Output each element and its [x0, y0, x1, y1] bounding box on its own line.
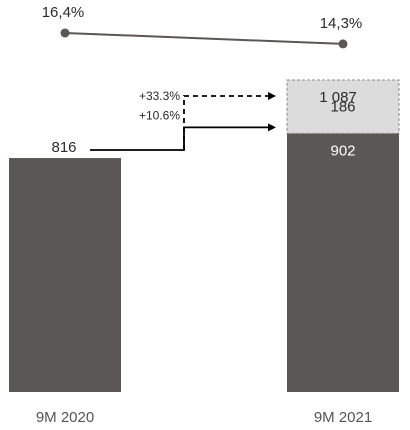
growth-arrow-total-head [268, 92, 276, 100]
bars-layer [9, 79, 400, 392]
margin-point-0 [60, 28, 70, 38]
growth-annotation-base: +10.6% [139, 108, 180, 122]
arrows-layer [90, 92, 276, 151]
bar-label-9m-2020: 816 [51, 139, 76, 156]
bar-label-9m-2021-stacked: 186 [330, 99, 355, 116]
bar-label-9m-2021-base: 902 [330, 142, 355, 159]
x-tick-label-9m-2021: 9M 2021 [314, 409, 372, 426]
bar-base-0 [9, 158, 121, 392]
growth-annotation-total: +33.3% [139, 89, 180, 103]
line-label-9m-2021: 14,3% [320, 15, 363, 32]
x-tick-label-9m-2020: 9M 2020 [36, 409, 94, 426]
total-label-9m-2021: 1 087 [319, 89, 357, 106]
bar-base-1 [287, 133, 399, 392]
bar-stacked-1 [286, 79, 400, 134]
margin-line [64, 32, 344, 45]
margin-point-1 [338, 39, 348, 49]
line-label-9m-2020: 16,4% [42, 4, 85, 21]
line-layer [60, 28, 348, 49]
growth-arrow-base-head [268, 123, 276, 132]
growth-arrow-total [183, 95, 270, 151]
growth-arrow-base [90, 126, 270, 151]
